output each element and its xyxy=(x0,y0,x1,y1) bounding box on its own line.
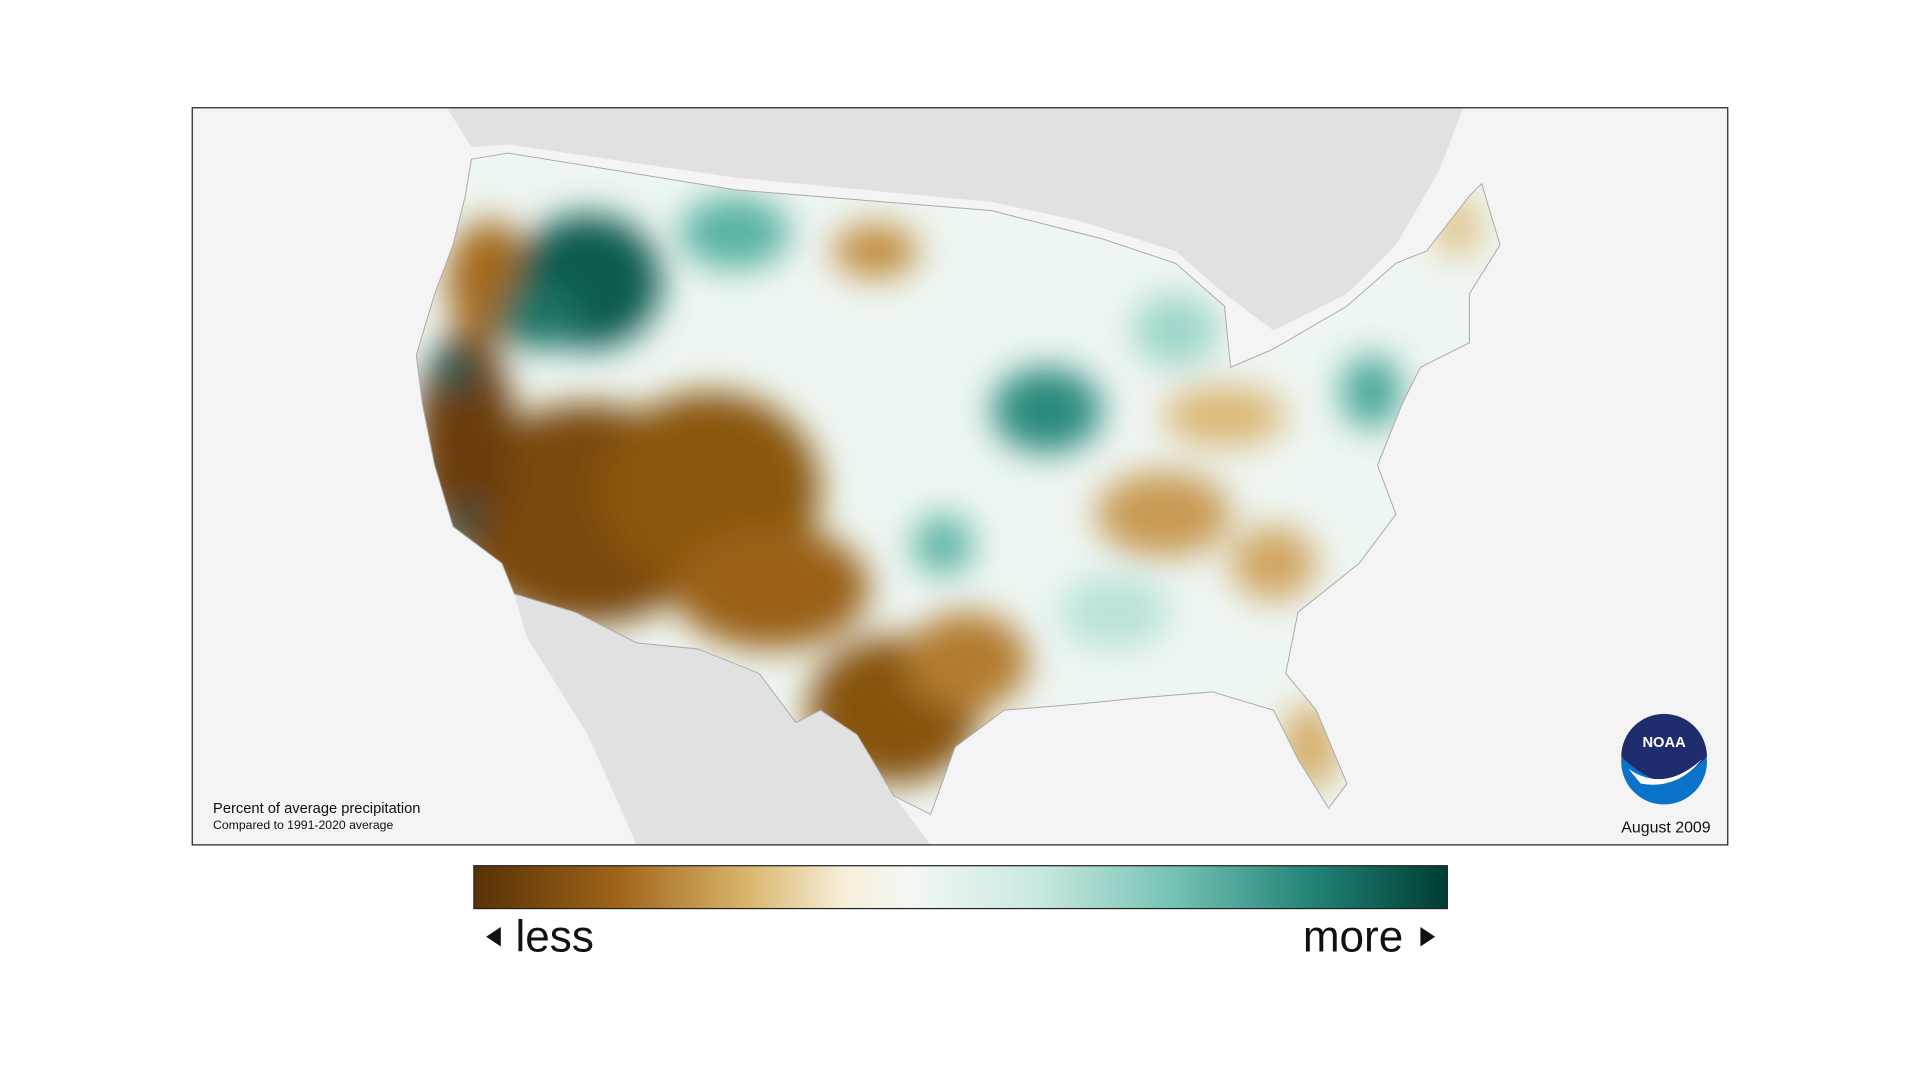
date-label: August 2009 xyxy=(1621,820,1710,837)
canada xyxy=(446,107,1464,331)
more-label: more xyxy=(1303,912,1403,961)
logo-text: NOAA xyxy=(1642,735,1686,751)
logo-gull xyxy=(1628,759,1703,785)
caption-title: Percent of average precipitation xyxy=(213,801,420,817)
map-frame xyxy=(191,107,1729,846)
mexico xyxy=(514,593,931,845)
less-label: less xyxy=(516,912,594,961)
less-arrow xyxy=(486,926,501,947)
map-area: NOAA Percent of average precipitation Co… xyxy=(192,107,1728,845)
color-scale xyxy=(473,865,1448,910)
logo-top xyxy=(1621,713,1707,784)
caption-subtitle: Compared to 1991-2020 average xyxy=(213,818,393,832)
noaa-logo: NOAA xyxy=(1621,713,1707,805)
legend: less more xyxy=(473,865,1448,961)
more-arrow xyxy=(1420,926,1436,947)
